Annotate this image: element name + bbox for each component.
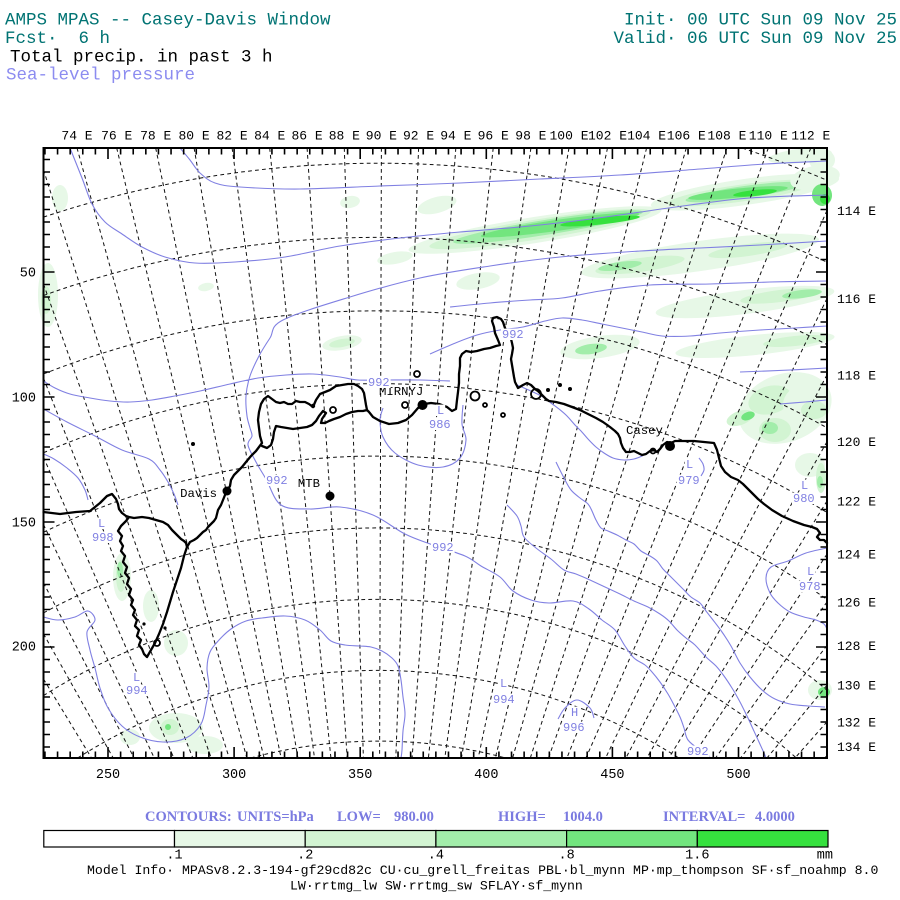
svg-text:150: 150	[12, 517, 36, 532]
svg-text:4.0000: 4.0000	[755, 809, 795, 825]
svg-text:90 E: 90 E	[366, 129, 397, 144]
svg-text:124 E: 124 E	[837, 548, 876, 563]
svg-text:Davis: Davis	[180, 487, 217, 501]
svg-text:992: 992	[266, 474, 288, 488]
svg-text:992: 992	[432, 541, 454, 555]
svg-text:Sea-level pressure: Sea-level pressure	[6, 66, 195, 86]
svg-text:994: 994	[493, 693, 515, 707]
svg-text:116 E: 116 E	[837, 292, 876, 307]
svg-text:MIRNYJ: MIRNYJ	[379, 385, 423, 399]
svg-text:992: 992	[502, 328, 524, 342]
svg-text:Init· 00 UTC Sun 09 Nov 25: Init· 00 UTC Sun 09 Nov 25	[624, 11, 897, 31]
svg-text:50: 50	[20, 267, 36, 282]
svg-text:.4: .4	[428, 849, 444, 864]
svg-text:78 E: 78 E	[140, 129, 171, 144]
svg-text:HIGH=: HIGH=	[498, 809, 546, 825]
svg-text:Fcst· 6 h: Fcst· 6 h	[5, 29, 110, 49]
svg-text:AMPS MPAS -- Casey-Davis Windo: AMPS MPAS -- Casey-Davis Window	[5, 11, 331, 31]
svg-text:350: 350	[348, 768, 372, 783]
svg-text:106 E: 106 E	[667, 129, 706, 144]
svg-text:mm: mm	[817, 849, 833, 864]
svg-text:134 E: 134 E	[837, 740, 876, 755]
svg-text:74 E: 74 E	[61, 129, 92, 144]
svg-text:L: L	[98, 517, 105, 531]
svg-text:130 E: 130 E	[837, 679, 876, 694]
svg-text:CONTOURS:: CONTOURS:	[145, 809, 232, 825]
svg-text:L: L	[686, 458, 693, 472]
svg-text:980: 980	[793, 492, 815, 506]
svg-text:86 E: 86 E	[291, 129, 322, 144]
svg-text:Total precip. in past 3 h: Total precip. in past 3 h	[10, 48, 273, 68]
svg-text:986: 986	[429, 418, 451, 432]
svg-text:UNITS=hPa: UNITS=hPa	[237, 809, 315, 825]
svg-text:500: 500	[726, 768, 750, 783]
svg-text:Model Info· MPASv8.2.3-194-gf2: Model Info· MPASv8.2.3-194-gf29cd82c CU·…	[87, 863, 878, 878]
svg-text:92 E: 92 E	[403, 129, 434, 144]
svg-text:.1: .1	[166, 849, 182, 864]
svg-text:122 E: 122 E	[837, 495, 876, 510]
svg-text:88 E: 88 E	[329, 129, 360, 144]
svg-text:992: 992	[687, 745, 709, 759]
svg-text:INTERVAL=: INTERVAL=	[663, 809, 745, 825]
svg-text:LW·rrtmg_lw SW·rrtmg_sw SFLAY·: LW·rrtmg_lw SW·rrtmg_sw SFLAY·sf_mynn	[290, 879, 583, 894]
svg-text:LOW=: LOW=	[337, 809, 381, 825]
svg-text:250: 250	[96, 768, 120, 783]
svg-text:.2: .2	[297, 849, 313, 864]
svg-text:980.00: 980.00	[394, 809, 434, 825]
svg-text:994: 994	[126, 684, 148, 698]
svg-text:80 E: 80 E	[178, 129, 209, 144]
svg-text:979: 979	[678, 474, 700, 488]
svg-text:L: L	[500, 677, 507, 691]
svg-text:L: L	[807, 565, 814, 579]
svg-text:100: 100	[12, 392, 36, 407]
svg-text:76 E: 76 E	[101, 129, 132, 144]
svg-text:H: H	[571, 706, 578, 720]
svg-text:300: 300	[222, 768, 246, 783]
svg-text:L: L	[437, 404, 444, 418]
svg-text:100 E: 100 E	[549, 129, 588, 144]
svg-text:200: 200	[12, 641, 36, 656]
svg-text:992: 992	[368, 376, 390, 390]
svg-text:110 E: 110 E	[749, 129, 788, 144]
svg-text:84 E: 84 E	[254, 129, 285, 144]
svg-text:L: L	[133, 671, 140, 685]
svg-text:112 E: 112 E	[791, 129, 830, 144]
svg-text:94 E: 94 E	[440, 129, 471, 144]
svg-text:102 E: 102 E	[588, 129, 627, 144]
svg-text:Valid· 06 UTC Sun 09 Nov 25: Valid· 06 UTC Sun 09 Nov 25	[613, 29, 897, 49]
svg-text:108 E: 108 E	[707, 129, 746, 144]
svg-text:400: 400	[474, 768, 498, 783]
svg-text:1004.0: 1004.0	[563, 809, 603, 825]
svg-text:82 E: 82 E	[216, 129, 247, 144]
svg-text:Casey: Casey	[626, 424, 663, 438]
svg-text:996: 996	[563, 721, 585, 735]
svg-text:118 E: 118 E	[837, 368, 876, 383]
svg-text:96 E: 96 E	[478, 129, 509, 144]
svg-text:.8: .8	[558, 849, 574, 864]
svg-text:L: L	[801, 479, 808, 493]
svg-text:132 E: 132 E	[837, 715, 876, 730]
svg-text:998: 998	[92, 531, 114, 545]
svg-text:450: 450	[600, 768, 624, 783]
svg-text:104 E: 104 E	[627, 129, 666, 144]
svg-text:114 E: 114 E	[837, 204, 876, 219]
svg-text:98 E: 98 E	[515, 129, 546, 144]
svg-text:MTB: MTB	[298, 477, 320, 491]
svg-text:1.6: 1.6	[685, 849, 709, 864]
svg-text:978: 978	[799, 580, 821, 594]
svg-text:128 E: 128 E	[837, 639, 876, 654]
svg-text:120 E: 120 E	[837, 435, 876, 450]
svg-text:126 E: 126 E	[837, 596, 876, 611]
